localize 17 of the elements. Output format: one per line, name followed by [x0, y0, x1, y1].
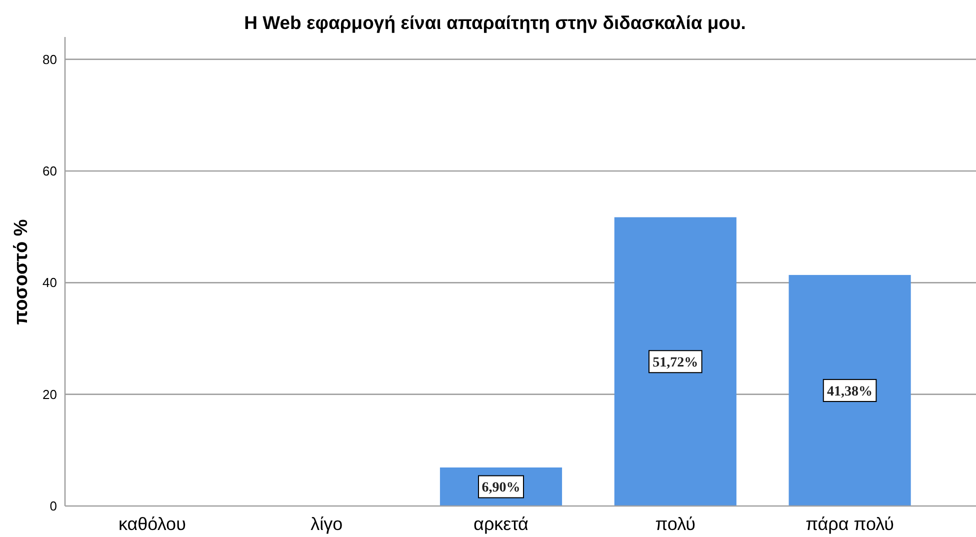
bar: [788, 274, 911, 506]
y-axis-title: ποσοστό %: [11, 219, 32, 325]
data-label: 6,90%: [482, 480, 520, 496]
y-tick-label: 0: [50, 498, 57, 514]
y-tick-label: 40: [42, 275, 57, 290]
bar: [614, 217, 736, 506]
data-label: 51,72%: [652, 356, 698, 371]
y-tick-label: 80: [42, 52, 57, 67]
y-tick-label: 60: [42, 164, 57, 178]
y-tick-label: 20: [42, 386, 57, 402]
x-tick-label: αρκετά: [474, 514, 528, 534]
x-tick-label: λίγο: [310, 514, 343, 534]
x-tick-label: καθόλου: [118, 514, 186, 534]
data-label: 41,38%: [827, 384, 873, 400]
x-tick-label: πάρα πολύ: [806, 514, 894, 534]
x-tick-label: πολύ: [655, 514, 696, 534]
chart-title: Η Web εφαρμογή είναι απαραίτητη στην διδασκαλία μου.: [244, 12, 746, 33]
